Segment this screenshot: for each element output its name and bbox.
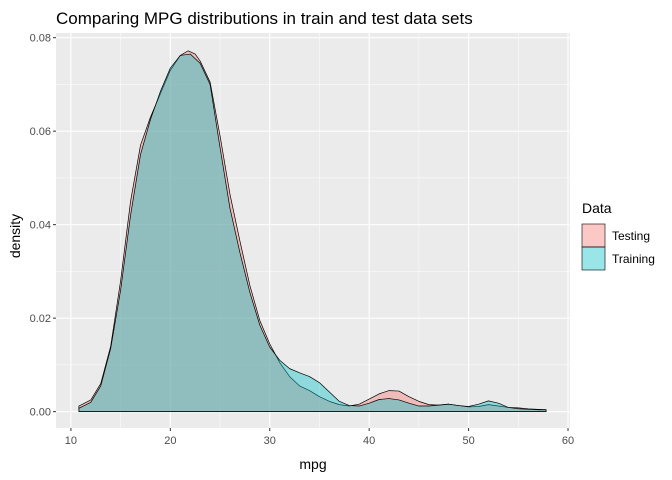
y-tick-label: 0.04 [30,220,51,232]
legend-key-training [581,246,606,271]
x-tick-label: 10 [65,435,77,447]
y-tick-label: 0.08 [30,33,51,45]
legend-key-testing [581,223,606,248]
y-axis-title: density [7,214,23,258]
y-tick-label: 0.02 [30,313,51,325]
legend: Data Testing Training [581,200,655,271]
x-tick-label: 40 [363,435,375,447]
x-tick-label: 30 [264,435,276,447]
legend-label-training: Training [612,252,655,266]
x-axis: 10 20 30 40 50 60 [65,428,574,447]
density-area-training [78,53,547,412]
y-axis: 0.00 0.02 0.04 0.06 0.08 [30,33,56,419]
x-tick-label: 50 [462,435,474,447]
minor-gridlines [56,33,570,428]
x-tick-label: 60 [562,435,574,447]
plot-panel [56,33,570,428]
chart-title: Comparing MPG distributions in train and… [56,9,473,28]
x-axis-title: mpg [299,456,326,472]
legend-label-testing: Testing [612,229,650,243]
x-tick-label: 20 [164,435,176,447]
y-tick-label: 0.00 [30,407,51,419]
legend-title: Data [582,200,612,216]
density-areas [78,50,547,412]
y-tick-label: 0.06 [30,126,51,138]
